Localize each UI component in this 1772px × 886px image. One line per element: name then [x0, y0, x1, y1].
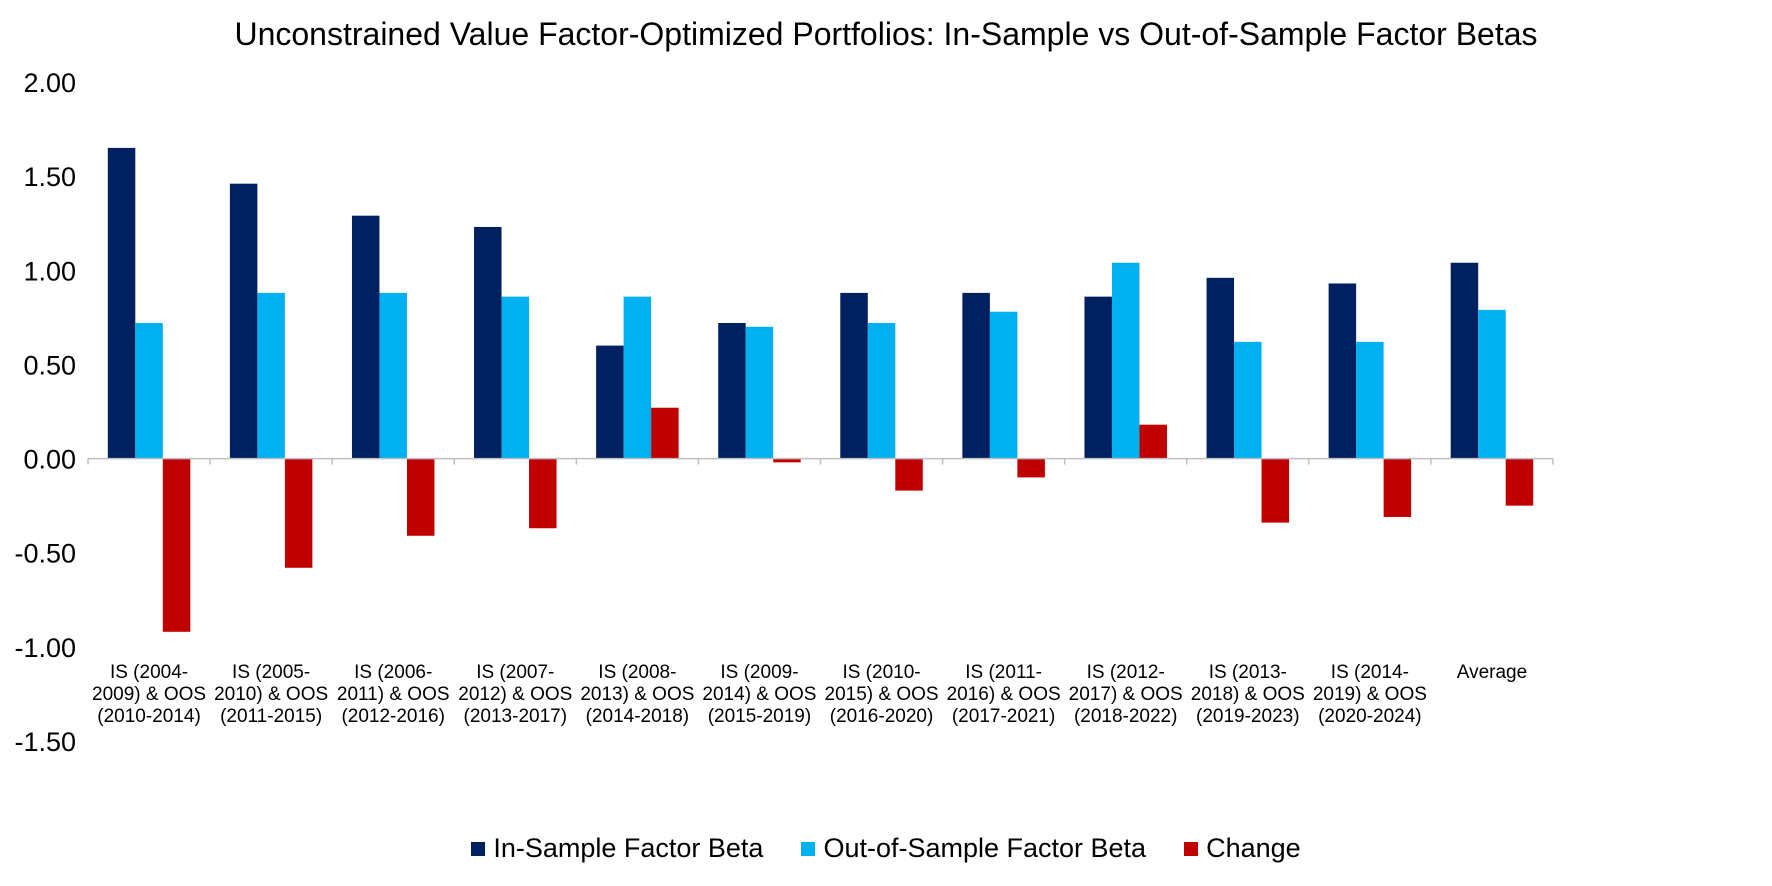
bar-out-of-sample-0	[135, 323, 163, 459]
x-axis-labels: IS (2004-2009) & OOS (2010-2014)IS (2005-…	[92, 662, 1527, 727]
legend-item-change: Change	[1184, 833, 1301, 864]
legend-item-in-sample: In-Sample Factor Beta	[471, 833, 763, 864]
bar-out-of-sample-4	[623, 296, 652, 459]
bar-change-4	[651, 407, 679, 459]
legend-item-out-of-sample: Out-of-Sample Factor Beta	[801, 833, 1146, 864]
bar-in-sample-4	[596, 345, 624, 459]
bar-in-sample-1	[229, 183, 258, 459]
legend-label-out-of-sample: Out-of-Sample Factor Beta	[823, 833, 1147, 863]
y-tick-label: 0.50	[23, 350, 76, 380]
y-axis: 2.00 1.50 1.00 0.50 0.00 -0.50 -1.00 -1.50	[14, 68, 76, 757]
y-tick-label: 1.00	[23, 256, 76, 286]
y-tick-label: 1.50	[23, 162, 76, 192]
y-tick-label: -0.50	[14, 539, 76, 569]
bar-in-sample-10	[1328, 283, 1357, 459]
bar-change-5	[773, 458, 801, 463]
x-tick-label: IS (2014-2019) & OOS (2020-2024)	[1313, 662, 1427, 727]
x-tick-label: IS (2010-2015) & OOS (2016-2020)	[825, 662, 939, 727]
x-tick-label: IS (2012-2017) & OOS (2018-2022)	[1069, 662, 1183, 727]
legend-swatch-in-sample	[471, 841, 486, 856]
bar-change-0	[162, 458, 191, 632]
bar-out-of-sample-10	[1356, 341, 1384, 459]
bar-in-sample-8	[1084, 296, 1112, 459]
bar-change-7	[1017, 458, 1045, 478]
bar-change-9	[1261, 458, 1290, 523]
y-tick-label: 2.00	[23, 68, 76, 98]
bar-change-11	[1505, 458, 1534, 506]
bar-in-sample-3	[474, 226, 502, 459]
bar-change-2	[406, 458, 435, 536]
bar-in-sample-6	[840, 292, 868, 459]
x-tick-label: IS (2013-2018) & OOS (2019-2023)	[1191, 662, 1305, 727]
x-tick-label: IS (2004-2009) & OOS (2010-2014)	[92, 662, 206, 727]
bar-change-8	[1139, 424, 1167, 459]
bar-in-sample-5	[718, 323, 746, 459]
x-tick-label: IS (2011-2016) & OOS (2017-2021)	[947, 662, 1061, 727]
bar-change-10	[1383, 458, 1412, 517]
x-tick-label: IS (2009-2014) & OOS (2015-2019)	[702, 662, 816, 727]
bar-in-sample-11	[1450, 262, 1479, 459]
bar-in-sample-9	[1206, 277, 1235, 459]
bar-out-of-sample-6	[867, 323, 896, 459]
y-tick-label: -1.50	[14, 727, 76, 757]
bar-change-6	[895, 458, 923, 491]
bar-out-of-sample-11	[1478, 309, 1506, 459]
x-tick-label: Average	[1457, 662, 1527, 683]
y-tick-label: 0.00	[23, 445, 76, 475]
bar-in-sample-0	[107, 147, 136, 459]
bar-in-sample-7	[962, 292, 990, 459]
legend-label-in-sample: In-Sample Factor Beta	[493, 833, 764, 863]
x-tick-label: IS (2005-2010) & OOS (2011-2015)	[214, 662, 328, 727]
bars	[107, 147, 1534, 632]
x-tick-label: IS (2008-2013) & OOS (2014-2018)	[580, 662, 694, 727]
bar-out-of-sample-1	[257, 292, 285, 459]
chart-title: Unconstrained Value Factor-Optimized Por…	[234, 16, 1538, 52]
bar-out-of-sample-3	[501, 296, 530, 459]
x-axis	[87, 457, 1554, 465]
bar-out-of-sample-7	[989, 311, 1018, 459]
bar-out-of-sample-5	[745, 326, 774, 459]
bar-in-sample-2	[351, 215, 380, 459]
bar-change-1	[284, 458, 313, 568]
bar-change-3	[529, 458, 557, 529]
y-tick-label: -1.00	[14, 633, 76, 663]
legend-swatch-change	[1184, 841, 1199, 856]
bar-out-of-sample-2	[379, 292, 407, 459]
x-tick-label: IS (2006-2011) & OOS (2012-2016)	[337, 662, 450, 727]
legend-label-change: Change	[1206, 833, 1301, 863]
bar-out-of-sample-9	[1234, 341, 1262, 459]
x-tick-label: IS (2007-2012) & OOS (2013-2017)	[458, 662, 572, 727]
bar-out-of-sample-8	[1111, 262, 1140, 459]
legend-swatch-out-of-sample	[801, 841, 816, 856]
legend: In-Sample Factor Beta Out-of-Sample Fact…	[0, 833, 1772, 864]
